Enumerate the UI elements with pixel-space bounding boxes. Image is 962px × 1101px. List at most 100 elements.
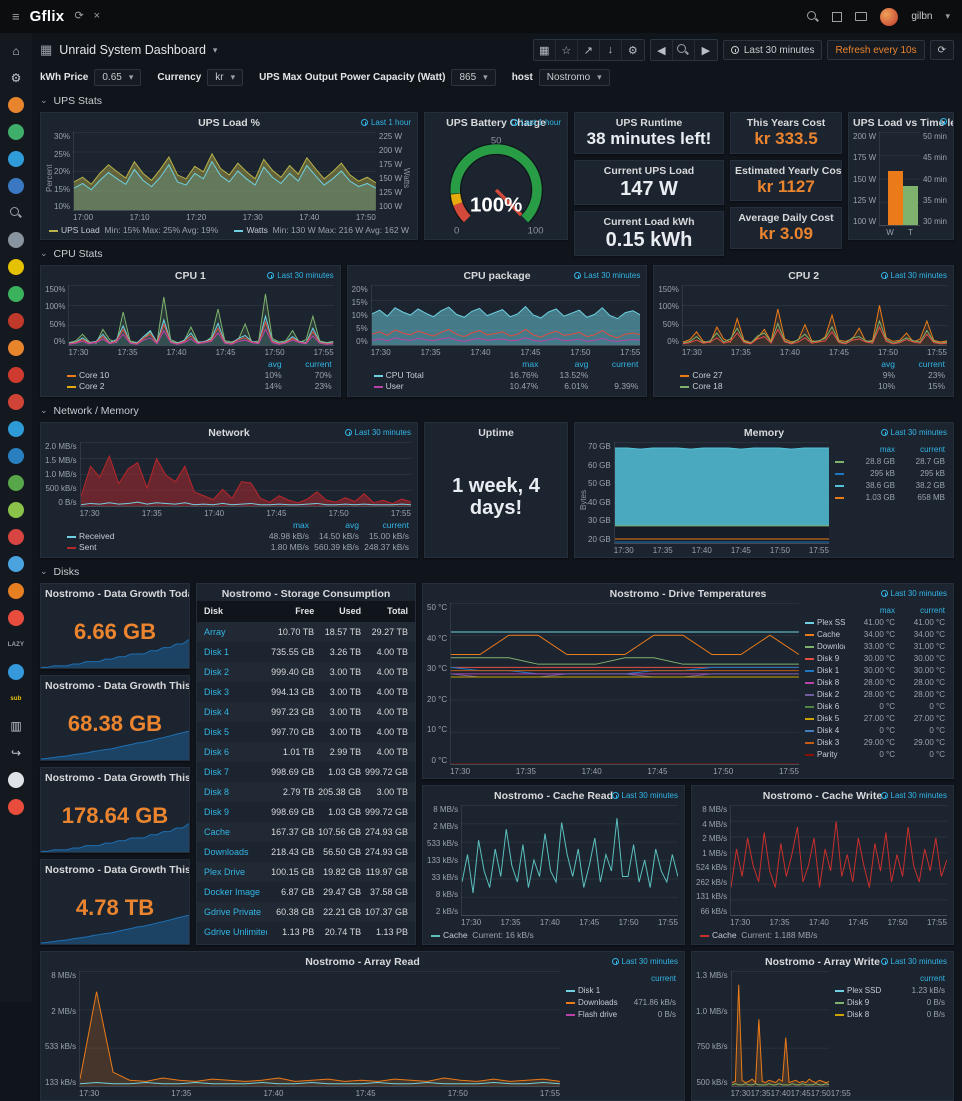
sidebar-item-app-target[interactable] <box>8 799 24 815</box>
sidebar-item-logout[interactable]: ↪ <box>10 746 22 760</box>
sidebar-item-app-sub[interactable]: sub <box>10 696 22 702</box>
time-badge[interactable]: Last 30 minutes <box>880 428 947 437</box>
panel-title[interactable]: Nostromo - Cache Write <box>762 790 883 802</box>
time-badge[interactable]: Last 30 minutes <box>880 957 947 966</box>
cast-icon[interactable] <box>855 12 868 21</box>
sidebar-item-app-banana[interactable] <box>8 259 24 275</box>
graph-area[interactable] <box>68 285 334 346</box>
variable-select-host[interactable]: Nostromo ▾ <box>538 68 610 86</box>
panel-title[interactable]: CPU package <box>463 270 531 282</box>
sidebar-item-app-cloud[interactable] <box>8 178 24 194</box>
sidebar-item-app-red-shield[interactable] <box>8 367 24 383</box>
panel-title[interactable]: Nostromo - Data Growth This Year <box>45 864 189 876</box>
legend-header[interactable]: current <box>920 974 945 983</box>
legend-item[interactable]: Disk 2 28.00 °C 28.00 °C <box>805 689 945 701</box>
time-badge[interactable]: Last 30 minutes <box>880 791 947 800</box>
dashboard-caret-icon[interactable]: ▾ <box>212 44 218 55</box>
graph-area[interactable] <box>79 971 560 1087</box>
legend-header[interactable]: avg current <box>267 359 332 369</box>
graph-area[interactable] <box>79 442 411 507</box>
legend-header[interactable]: max avg current <box>522 359 639 369</box>
panel-title[interactable]: Nostromo - Array Write <box>765 956 880 968</box>
refresh-interval-picker[interactable]: Refresh every 10s <box>827 40 925 60</box>
bar-W[interactable] <box>888 132 904 225</box>
panel-title[interactable]: Estimated Yearly Cost <box>735 164 841 177</box>
sidebar-item-app-bug[interactable] <box>8 394 24 410</box>
sidebar-item-app-lazy[interactable]: LAZY <box>7 642 25 648</box>
bar-chart[interactable] <box>879 132 920 226</box>
time-badge[interactable]: Last 1 hour <box>510 118 561 127</box>
time-forward-icon[interactable]: ▶ <box>701 44 711 57</box>
legend-header[interactable]: current <box>651 974 676 983</box>
legend-item[interactable]: Downloads33.00 °C31.00 °C <box>805 641 945 653</box>
panel-title[interactable]: Nostromo - Array Read <box>305 956 420 968</box>
graph-area[interactable] <box>730 805 947 916</box>
sidebar-item-app-fire[interactable] <box>8 340 24 356</box>
graph-area[interactable] <box>73 132 376 211</box>
panel-title[interactable]: UPS Battery Charge <box>446 117 546 129</box>
legend-item[interactable]: CPU Total 16.76% 13.52% <box>373 370 639 381</box>
sidebar-item-search[interactable] <box>8 205 24 221</box>
graph-area[interactable] <box>681 285 948 346</box>
table-row[interactable]: Disk 1 735.55 GB 3.26 TB 4.00 TB <box>204 647 408 657</box>
table-row[interactable]: Downloads 218.43 GB 56.50 GB 274.93 GB <box>204 847 408 857</box>
panel-title[interactable]: Nostromo - Data Growth This Month <box>45 772 189 784</box>
table-row[interactable]: Disk 7 998.69 GB 1.03 GB 999.72 GB <box>204 767 408 777</box>
legend-header[interactable]: max current <box>879 445 945 454</box>
table-row[interactable]: Gdrive Unlimited 1.13 PB 20.74 TB 1.13 PB <box>204 927 408 937</box>
sidebar-item-app-down-arrow[interactable] <box>8 610 24 626</box>
panel-title[interactable]: UPS Load vs Time left <box>853 117 953 129</box>
variable-select-kwh-price[interactable]: 0.65 ▾ <box>94 68 142 86</box>
table-row[interactable]: Disk 2 999.40 GB 3.00 TB 4.00 TB <box>197 662 415 682</box>
legend-item[interactable]: Core 18 10% 15% <box>680 381 945 392</box>
panel-title[interactable]: CPU 1 <box>174 270 206 282</box>
add-panel-icon[interactable]: ▦ <box>534 40 556 60</box>
table-row[interactable]: Disk 8 2.79 TB 205.38 GB 3.00 TB <box>197 782 415 802</box>
section-cpu-stats[interactable]: ⌄ CPU Stats <box>40 246 954 261</box>
panel-title[interactable]: Average Daily Cost <box>738 212 834 225</box>
panel-title[interactable]: Nostromo - Drive Temperatures <box>609 588 767 600</box>
legend-item[interactable]: Plex SSD 1.23 kB/s <box>835 985 945 997</box>
panel-title[interactable]: Nostromo - Cache Read <box>493 790 614 802</box>
time-range-picker[interactable]: Last 30 minutes <box>722 40 823 60</box>
graph-area[interactable] <box>730 971 829 1087</box>
sidebar-item-app-green-check[interactable] <box>8 286 24 302</box>
panel-title[interactable]: Network <box>208 427 250 439</box>
panel-title[interactable]: CPU 2 <box>788 270 820 282</box>
settings-icon[interactable]: ⚙ <box>627 44 638 57</box>
time-badge[interactable]: Last 30 minutes <box>267 271 334 280</box>
panel-title[interactable]: Memory <box>743 427 785 439</box>
time-badge[interactable] <box>940 118 947 125</box>
panel-title[interactable]: Current Load kWh <box>603 215 695 228</box>
sidebar-item-app-water[interactable] <box>8 664 24 680</box>
graph-area[interactable] <box>450 603 799 765</box>
section-ups-stats[interactable]: ⌄ UPS Stats <box>40 93 954 108</box>
apps-grid-icon[interactable]: ▦ <box>40 42 53 57</box>
section-disks[interactable]: ⌄ Disks <box>40 564 954 579</box>
graph-area[interactable] <box>461 805 678 916</box>
legend-item[interactable]: User 10.47% 6.01% 9.39% <box>373 381 638 392</box>
save-icon[interactable]: ↓ <box>600 40 622 60</box>
dashboard-title[interactable]: Unraid System Dashboard <box>59 43 206 57</box>
table-row[interactable]: Array 10.70 TB 18.57 TB 29.27 TB <box>197 622 415 642</box>
sidebar-item-library[interactable]: ▥ <box>10 719 22 733</box>
legend-item[interactable]: Parity 0 °C 0 °C <box>805 749 945 761</box>
legend-item[interactable]: Disk 1 <box>566 985 676 997</box>
sidebar-item-app-leaf[interactable] <box>8 475 24 491</box>
panel-title[interactable]: UPS Runtime <box>615 117 683 129</box>
time-badge[interactable]: Last 30 minutes <box>880 589 947 598</box>
legend-item[interactable]: Disk 8 28.00 °C 28.00 °C <box>805 677 945 689</box>
legend-item[interactable]: UPS Load Min: 15% Max: 25% Avg: 19% <box>49 225 218 235</box>
legend-item[interactable]: Plex SSD41.00 °C41.00 °C <box>805 617 945 629</box>
zoom-out-icon[interactable] <box>673 40 695 60</box>
panel-title[interactable]: Uptime <box>478 427 514 439</box>
sidebar-item-app-orange[interactable] <box>8 97 24 113</box>
legend-item[interactable]: Core 27 9% 23% <box>680 370 945 381</box>
sidebar-item-settings[interactable]: ⚙ <box>10 71 22 85</box>
table-row[interactable]: Docker Image 6.87 GB 29.47 GB 37.58 GB <box>204 887 408 897</box>
legend-item[interactable]: Received 48.98 kB/s 14.50 kB/s 15.00 kB/s <box>67 531 409 542</box>
table-row[interactable]: Disk 4 997.23 GB 3.00 TB 4.00 TB <box>197 702 415 722</box>
